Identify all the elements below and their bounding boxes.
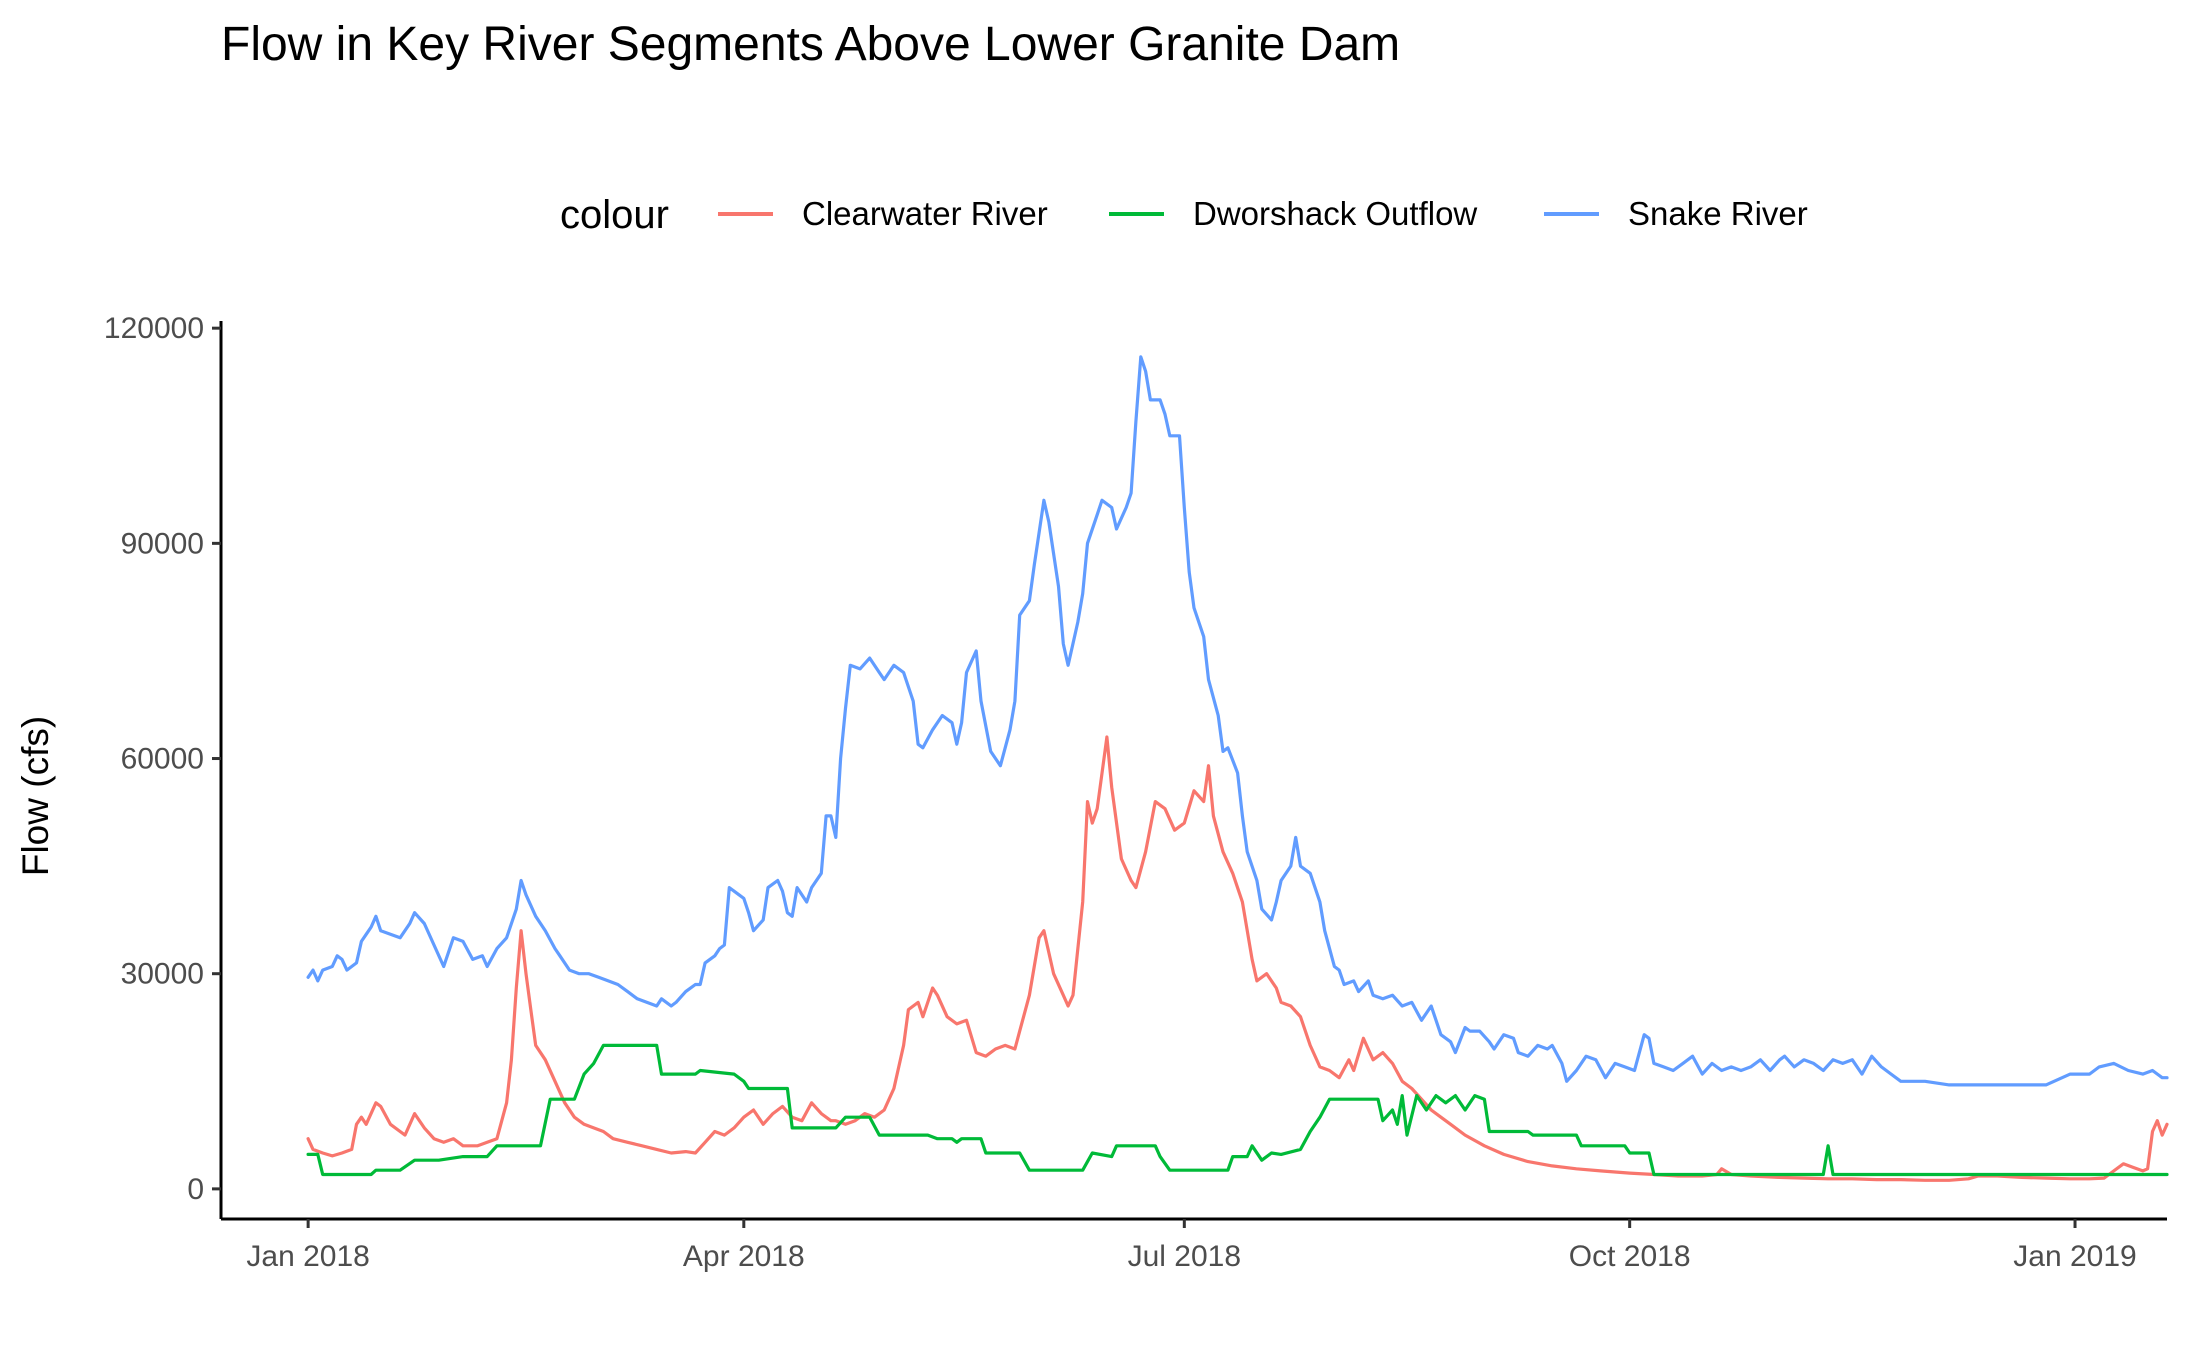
series-line-clearwater-river [306, 735, 2169, 1182]
y-tick-label: 90000 [121, 527, 204, 560]
legend-title: colour [560, 193, 669, 237]
legend-label-clearwater-river: Clearwater River [802, 195, 1048, 232]
x-tick-label: Jul 2018 [1128, 1240, 1241, 1273]
series-line-dworshack-outflow [306, 1043, 2169, 1177]
chart-title: Flow in Key River Segments Above Lower G… [221, 18, 1400, 71]
x-tick-label: Jan 2018 [246, 1240, 369, 1273]
y-tick-label: 60000 [121, 743, 204, 776]
series-layer [306, 355, 2169, 1182]
y-tick-label: 0 [187, 1173, 204, 1206]
x-tick-label: Oct 2018 [1569, 1240, 1691, 1273]
y-ticks: 0 30000 60000 90000 120000 [104, 312, 221, 1206]
series-line-snake-river [306, 355, 2169, 1087]
y-tick-label: 120000 [104, 312, 204, 345]
y-axis-title: Flow (cfs) [15, 716, 56, 876]
x-tick-label: Apr 2018 [683, 1240, 805, 1273]
x-ticks: Jan 2018 Apr 2018 Jul 2018 Oct 2018 Jan 2019 [246, 1219, 2137, 1273]
y-tick-label: 30000 [121, 958, 204, 991]
legend-label-snake-river: Snake River [1628, 195, 1808, 232]
legend-label-dworshack-outflow: Dworshack Outflow [1193, 195, 1477, 232]
x-tick-label: Jan 2019 [2013, 1240, 2136, 1273]
legend: colour Clearwater River Dworshack Outflo… [560, 193, 1808, 237]
